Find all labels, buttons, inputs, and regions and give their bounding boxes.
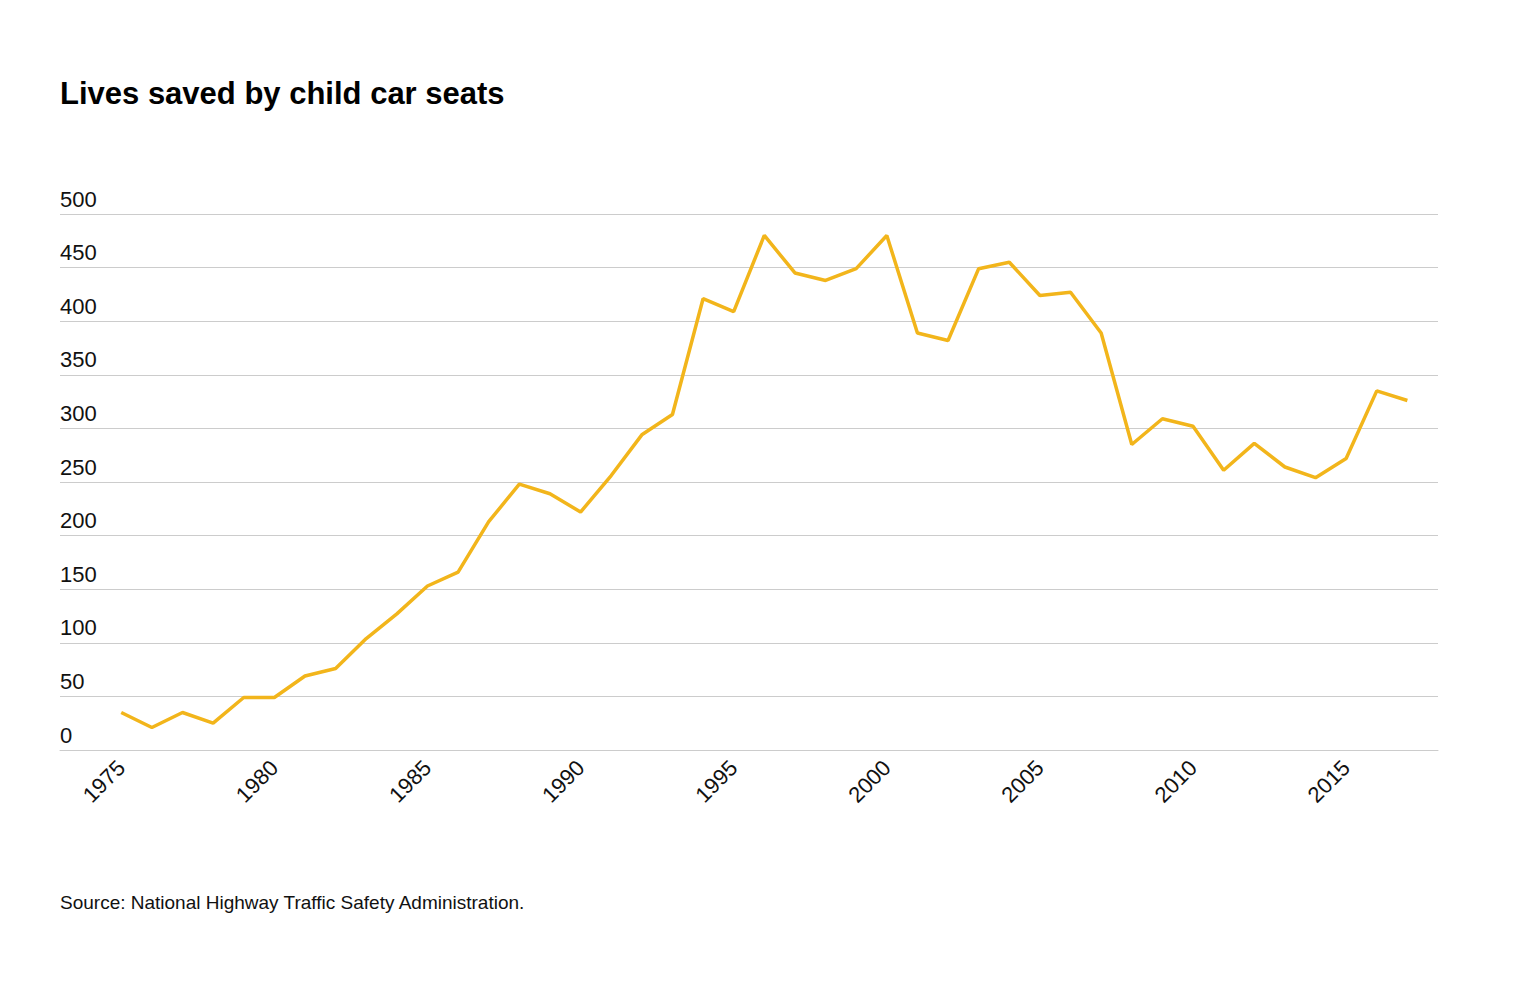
svg-text:450: 450: [60, 240, 97, 265]
svg-text:350: 350: [60, 347, 97, 372]
svg-text:1975: 1975: [78, 755, 130, 807]
svg-text:500: 500: [60, 187, 97, 212]
svg-text:250: 250: [60, 455, 97, 480]
svg-text:200: 200: [60, 508, 97, 533]
svg-text:400: 400: [60, 294, 97, 319]
svg-text:2005: 2005: [996, 755, 1048, 807]
svg-text:Source: National Highway Traff: Source: National Highway Traffic Safety …: [60, 892, 524, 913]
svg-text:2015: 2015: [1303, 755, 1355, 807]
svg-text:1990: 1990: [537, 755, 589, 807]
svg-text:1995: 1995: [690, 755, 742, 807]
svg-text:50: 50: [60, 669, 84, 694]
svg-text:Lives saved by child car seats: Lives saved by child car seats: [60, 76, 505, 111]
svg-text:1980: 1980: [231, 755, 283, 807]
svg-text:1985: 1985: [384, 755, 436, 807]
svg-text:2010: 2010: [1150, 755, 1202, 807]
svg-text:100: 100: [60, 615, 97, 640]
svg-text:300: 300: [60, 401, 97, 426]
svg-text:0: 0: [60, 723, 72, 748]
svg-text:150: 150: [60, 562, 97, 587]
svg-text:2000: 2000: [843, 755, 895, 807]
